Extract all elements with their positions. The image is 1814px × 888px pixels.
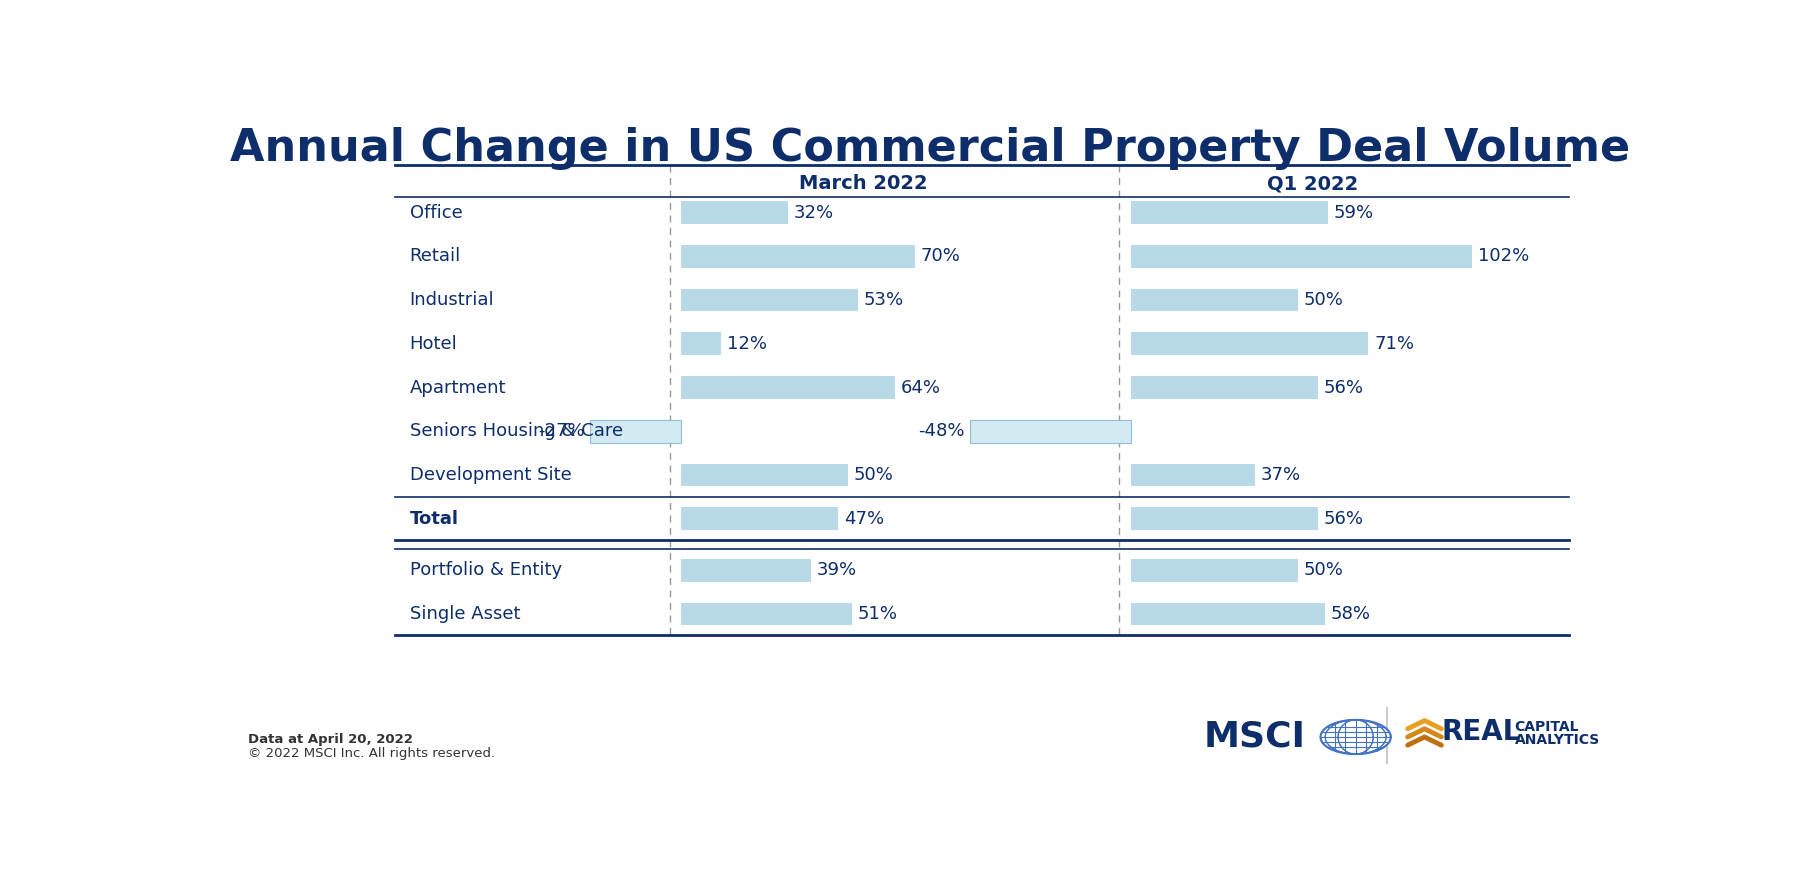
Text: 71%: 71%: [1373, 335, 1415, 353]
Text: 32%: 32%: [793, 203, 834, 221]
FancyBboxPatch shape: [1130, 202, 1328, 224]
Text: 50%: 50%: [1304, 291, 1344, 309]
Text: Hotel: Hotel: [410, 335, 457, 353]
FancyBboxPatch shape: [680, 245, 916, 267]
Text: 12%: 12%: [727, 335, 767, 353]
Text: 56%: 56%: [1324, 378, 1364, 397]
Text: 58%: 58%: [1330, 605, 1371, 622]
Text: ANALYTICS: ANALYTICS: [1515, 733, 1600, 748]
Text: Q1 2022: Q1 2022: [1268, 174, 1359, 194]
Text: Single Asset: Single Asset: [410, 605, 521, 622]
Text: Data at April 20, 2022: Data at April 20, 2022: [249, 733, 414, 746]
FancyBboxPatch shape: [680, 507, 838, 530]
FancyBboxPatch shape: [970, 420, 1130, 443]
Text: © 2022 MSCI Inc. All rights reserved.: © 2022 MSCI Inc. All rights reserved.: [249, 747, 495, 759]
Text: CAPITAL: CAPITAL: [1515, 720, 1578, 734]
FancyBboxPatch shape: [1130, 245, 1473, 267]
Text: March 2022: March 2022: [798, 174, 927, 194]
Text: 37%: 37%: [1261, 466, 1301, 484]
FancyBboxPatch shape: [680, 559, 811, 582]
FancyBboxPatch shape: [680, 332, 720, 355]
Text: 53%: 53%: [863, 291, 903, 309]
FancyBboxPatch shape: [590, 420, 680, 443]
FancyBboxPatch shape: [680, 377, 894, 399]
Text: 102%: 102%: [1478, 247, 1529, 266]
Text: 64%: 64%: [902, 378, 941, 397]
Text: Industrial: Industrial: [410, 291, 493, 309]
Text: Total: Total: [410, 510, 459, 527]
FancyBboxPatch shape: [1130, 603, 1324, 625]
FancyBboxPatch shape: [1130, 377, 1319, 399]
Text: Apartment: Apartment: [410, 378, 506, 397]
Text: REAL: REAL: [1442, 718, 1520, 746]
Text: 47%: 47%: [844, 510, 883, 527]
FancyBboxPatch shape: [680, 603, 851, 625]
Text: 51%: 51%: [858, 605, 898, 622]
Text: 70%: 70%: [922, 247, 961, 266]
Text: 39%: 39%: [816, 561, 858, 579]
Text: 56%: 56%: [1324, 510, 1364, 527]
Text: MSCI: MSCI: [1204, 720, 1306, 754]
Text: Portfolio & Entity: Portfolio & Entity: [410, 561, 562, 579]
Text: Development Site: Development Site: [410, 466, 571, 484]
Text: Annual Change in US Commercial Property Deal Volume: Annual Change in US Commercial Property …: [230, 127, 1629, 170]
Text: Office: Office: [410, 203, 463, 221]
FancyBboxPatch shape: [680, 202, 787, 224]
FancyBboxPatch shape: [1130, 507, 1319, 530]
FancyBboxPatch shape: [680, 289, 858, 312]
FancyBboxPatch shape: [1130, 464, 1255, 487]
Text: 50%: 50%: [1304, 561, 1344, 579]
Text: -27%: -27%: [539, 423, 584, 440]
Text: 50%: 50%: [854, 466, 894, 484]
FancyBboxPatch shape: [1130, 332, 1368, 355]
Text: -48%: -48%: [918, 423, 965, 440]
Text: 59%: 59%: [1333, 203, 1373, 221]
Circle shape: [1321, 720, 1391, 754]
Text: Retail: Retail: [410, 247, 461, 266]
FancyBboxPatch shape: [1130, 289, 1299, 312]
FancyBboxPatch shape: [680, 464, 849, 487]
FancyBboxPatch shape: [1130, 559, 1299, 582]
Text: Seniors Housing & Care: Seniors Housing & Care: [410, 423, 622, 440]
